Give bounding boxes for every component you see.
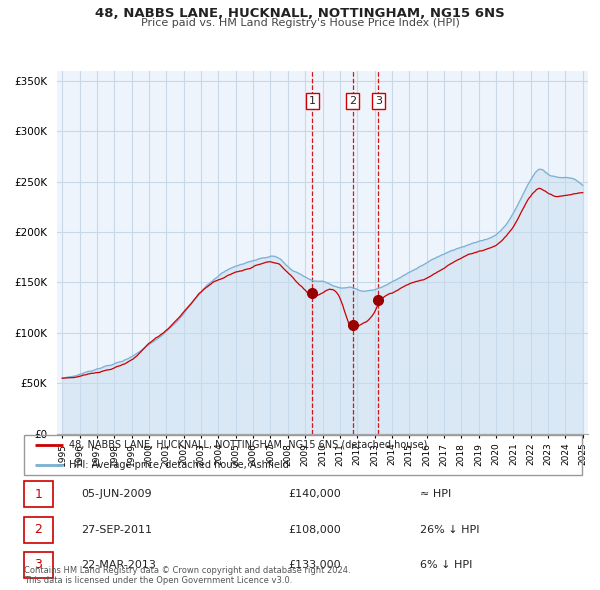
- Text: 3: 3: [375, 96, 382, 106]
- Text: 05-JUN-2009: 05-JUN-2009: [81, 489, 152, 499]
- Text: 2: 2: [349, 96, 356, 106]
- Text: 22-MAR-2013: 22-MAR-2013: [81, 560, 156, 570]
- Text: £133,000: £133,000: [288, 560, 341, 570]
- Text: £108,000: £108,000: [288, 525, 341, 535]
- Text: 2: 2: [34, 523, 43, 536]
- Text: 27-SEP-2011: 27-SEP-2011: [81, 525, 152, 535]
- Text: 3: 3: [34, 558, 43, 572]
- Text: 1: 1: [34, 487, 43, 501]
- Text: 26% ↓ HPI: 26% ↓ HPI: [420, 525, 479, 535]
- Text: HPI: Average price, detached house, Ashfield: HPI: Average price, detached house, Ashf…: [68, 460, 289, 470]
- Text: 48, NABBS LANE, HUCKNALL, NOTTINGHAM, NG15 6NS (detached house): 48, NABBS LANE, HUCKNALL, NOTTINGHAM, NG…: [68, 440, 427, 450]
- Text: 6% ↓ HPI: 6% ↓ HPI: [420, 560, 472, 570]
- Text: £140,000: £140,000: [288, 489, 341, 499]
- Text: ≈ HPI: ≈ HPI: [420, 489, 451, 499]
- Text: 1: 1: [309, 96, 316, 106]
- Text: Contains HM Land Registry data © Crown copyright and database right 2024.
This d: Contains HM Land Registry data © Crown c…: [24, 566, 350, 585]
- Text: Price paid vs. HM Land Registry's House Price Index (HPI): Price paid vs. HM Land Registry's House …: [140, 18, 460, 28]
- Text: 48, NABBS LANE, HUCKNALL, NOTTINGHAM, NG15 6NS: 48, NABBS LANE, HUCKNALL, NOTTINGHAM, NG…: [95, 7, 505, 20]
